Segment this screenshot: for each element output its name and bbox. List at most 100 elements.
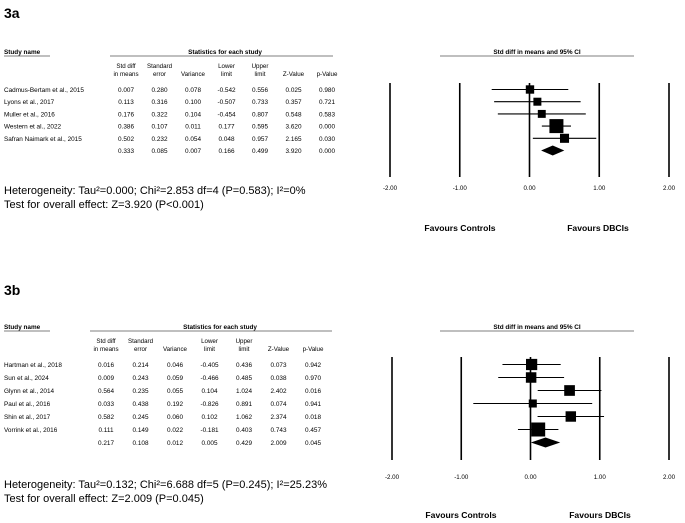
study-name: Shin et al., 2017 <box>4 414 51 421</box>
summary-cell: 0.429 <box>236 440 252 447</box>
study-cell: 0.016 <box>98 362 114 369</box>
study-cell: 0.176 <box>118 111 134 118</box>
study-cell: 0.104 <box>202 388 218 395</box>
study-cell: 0.548 <box>286 111 302 118</box>
study-cell: 0.582 <box>98 414 114 421</box>
study-cell: 3.620 <box>286 124 302 131</box>
study-cell: 0.595 <box>252 124 268 131</box>
favours-dbcis-label: Favours DBCIs <box>569 510 631 520</box>
study-name: Cadmus-Bertam et al., 2015 <box>4 87 84 94</box>
x-tick-label: 0.00 <box>524 474 537 481</box>
summary-cell: 0.000 <box>319 148 335 155</box>
study-cell: -0.181 <box>200 427 219 434</box>
panel-label: 3a <box>4 5 20 21</box>
study-name: Hartman et al., 2018 <box>4 362 62 369</box>
summary-cell: 0.499 <box>252 148 268 155</box>
study-cell: 0.280 <box>152 87 168 94</box>
study-name: Paul et al., 2016 <box>4 401 51 408</box>
column-header-line2: p-Value <box>303 346 324 353</box>
study-name: Safran Naimark et al., 2015 <box>4 136 82 143</box>
study-cell: 0.957 <box>252 136 268 143</box>
effect-size-marker <box>525 358 538 371</box>
study-cell: 0.048 <box>219 136 235 143</box>
study-cell: 0.011 <box>185 124 201 131</box>
study-cell: 0.038 <box>271 375 287 382</box>
column-header-line1: Upper <box>252 63 269 70</box>
favours-dbcis-label: Favours DBCIs <box>567 223 629 233</box>
column-header-line2: limit <box>221 71 232 78</box>
overall-effect-text: Test for overall effect: Z=2.009 (P=0.04… <box>4 493 204 505</box>
panel-label: 3b <box>4 282 20 298</box>
column-header-line1: Std diff <box>116 63 135 70</box>
plot-title: Std diff in means and 95% CI <box>493 324 581 331</box>
study-name: Lyons et al., 2017 <box>4 99 55 106</box>
summary-cell: 0.217 <box>98 440 114 447</box>
study-cell: 0.073 <box>271 362 287 369</box>
study-cell: 0.007 <box>118 87 134 94</box>
study-cell: 0.386 <box>118 124 134 131</box>
summary-cell: 0.166 <box>219 148 235 155</box>
study-name: Western et al., 2022 <box>4 124 62 131</box>
study-cell: 0.403 <box>236 427 252 434</box>
study-cell: 0.054 <box>185 136 201 143</box>
summary-diamond <box>541 145 565 156</box>
statistics-header: Statistics for each study <box>183 324 257 331</box>
effect-size-marker <box>549 119 564 134</box>
study-cell: 0.107 <box>152 124 168 131</box>
study-cell: 0.055 <box>167 388 183 395</box>
study-name: Muller et al., 2016 <box>4 111 55 118</box>
effect-size-marker <box>525 85 535 94</box>
effect-size-marker <box>533 97 542 106</box>
study-cell: 0.942 <box>305 362 321 369</box>
x-tick-label: 2.00 <box>663 474 676 481</box>
study-cell: 0.941 <box>305 401 321 408</box>
study-cell: 0.980 <box>319 87 335 94</box>
column-header-line2: Variance <box>163 346 188 353</box>
study-cell: 0.243 <box>133 375 149 382</box>
plot-title: Std diff in means and 95% CI <box>493 49 581 56</box>
study-cell: 0.104 <box>185 111 201 118</box>
heterogeneity-text: Heterogeneity: Tau²=0.132; Chi²=6.688 df… <box>4 479 327 491</box>
study-cell: 0.556 <box>252 87 268 94</box>
x-tick-label: 1.00 <box>594 474 607 481</box>
effect-size-marker <box>525 372 537 383</box>
study-cell: 0.113 <box>118 99 134 106</box>
column-header-line1: Lower <box>218 63 235 70</box>
study-cell: 0.457 <box>305 427 321 434</box>
study-name-header: Study name <box>4 49 41 56</box>
column-header-line1: Std diff <box>96 338 115 345</box>
study-cell: 1.024 <box>236 388 252 395</box>
study-cell: -0.405 <box>200 362 219 369</box>
column-header-line1: Standard <box>147 63 173 70</box>
study-cell: 0.564 <box>98 388 114 395</box>
heterogeneity-text: Heterogeneity: Tau²=0.000; Chi²=2.853 df… <box>4 185 306 197</box>
study-cell: 0.245 <box>133 414 149 421</box>
study-cell: -0.507 <box>217 99 236 106</box>
column-header-line2: limit <box>255 71 266 78</box>
column-header-line2: p-Value <box>317 71 338 78</box>
study-cell: 2.165 <box>286 136 302 143</box>
column-header-line2: limit <box>239 346 250 353</box>
study-name: Glynn et al., 2014 <box>4 388 55 395</box>
study-cell: 0.970 <box>305 375 321 382</box>
study-cell: 0.025 <box>286 87 302 94</box>
study-cell: -0.454 <box>217 111 236 118</box>
summary-cell: 0.333 <box>118 148 134 155</box>
study-cell: 0.059 <box>167 375 183 382</box>
column-header-line2: Variance <box>181 71 206 78</box>
effect-size-marker <box>565 411 577 422</box>
study-cell: 0.060 <box>167 414 183 421</box>
effect-size-marker <box>564 385 575 396</box>
study-cell: 0.018 <box>305 414 321 421</box>
study-cell: 0.438 <box>133 401 149 408</box>
study-cell: -0.826 <box>200 401 219 408</box>
column-header-line2: in means <box>113 71 138 78</box>
study-cell: 0.721 <box>319 99 335 106</box>
study-cell: 0.009 <box>98 375 114 382</box>
x-tick-label: -1.00 <box>453 185 468 192</box>
study-cell: 0.100 <box>185 99 201 106</box>
effect-size-marker <box>531 422 546 437</box>
study-cell: 0.149 <box>133 427 149 434</box>
study-cell: 2.402 <box>271 388 287 395</box>
study-cell: 0.102 <box>202 414 218 421</box>
